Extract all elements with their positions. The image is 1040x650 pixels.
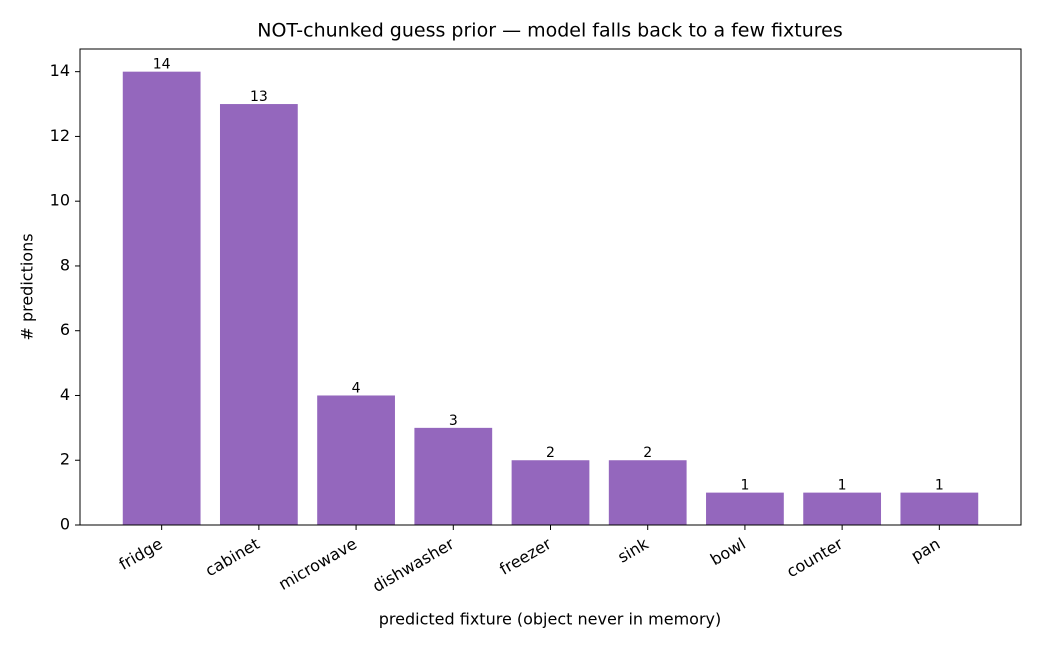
x-tick-label: fridge	[116, 534, 166, 574]
y-tick-label: 4	[60, 385, 70, 404]
x-axis-label: predicted fixture (object never in memor…	[379, 610, 721, 629]
x-tick-label: dishwasher	[369, 534, 458, 596]
y-tick-label: 6	[60, 320, 70, 339]
value-label: 2	[643, 445, 652, 461]
bar	[414, 427, 493, 525]
bar	[219, 104, 298, 526]
y-tick-label: 14	[50, 61, 70, 80]
value-label: 14	[153, 57, 171, 73]
x-tick-label: freezer	[496, 534, 555, 579]
y-tick-label: 10	[50, 191, 70, 210]
chart-title: NOT-chunked guess prior — model falls ba…	[257, 20, 843, 42]
x-tick-label: microwave	[275, 534, 360, 594]
plot-frame	[79, 48, 1022, 526]
bar	[122, 71, 201, 526]
x-tick-label: pan	[908, 534, 944, 566]
value-label: 3	[449, 413, 458, 429]
x-tick-label: counter	[783, 534, 846, 581]
value-label: 2	[546, 445, 555, 461]
value-label: 4	[352, 380, 361, 396]
value-label: 1	[935, 478, 944, 494]
value-label: 13	[250, 89, 268, 105]
x-tick-label: sink	[614, 534, 652, 567]
x-tick-label: bowl	[707, 534, 749, 569]
bar	[608, 460, 687, 525]
y-tick-label: 2	[60, 450, 70, 469]
y-tick-label: 0	[60, 515, 70, 534]
bar	[803, 492, 882, 525]
x-tick-label: cabinet	[202, 534, 263, 580]
value-label: 1	[740, 478, 749, 494]
bar	[706, 492, 784, 525]
y-tick-label: 8	[60, 255, 70, 274]
bar	[900, 492, 979, 525]
y-tick-label: 12	[50, 126, 70, 145]
y-axis-label: # predictions	[18, 233, 37, 340]
bar	[511, 460, 590, 525]
value-label: 1	[838, 478, 847, 494]
bar	[317, 395, 395, 525]
